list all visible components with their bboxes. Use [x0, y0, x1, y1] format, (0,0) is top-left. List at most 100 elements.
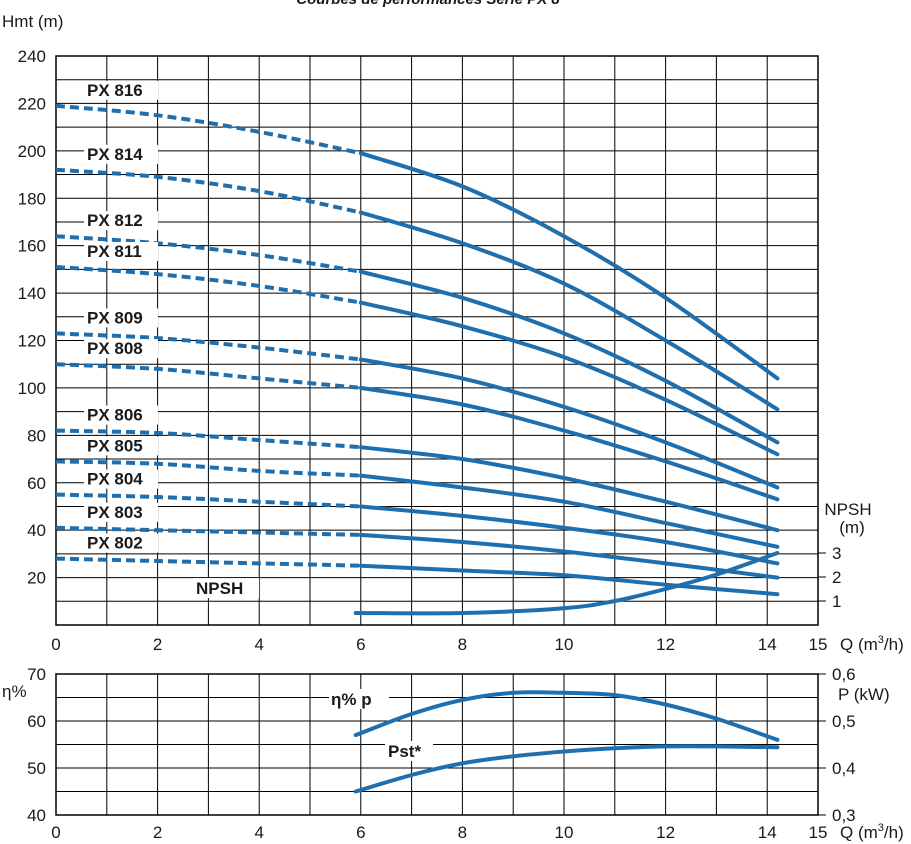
x-tick-label: 14 [758, 635, 777, 654]
curve-label: PX 814 [87, 145, 143, 164]
y-tick-label: 100 [18, 379, 46, 398]
npsh-axis-title: NPSH (m) [824, 500, 871, 537]
npsh-curve [353, 551, 780, 616]
curve-solid-segment [358, 445, 780, 533]
y-tick-label: 180 [18, 189, 46, 208]
curve-labels: PX 816 PX 814 PX 812 PX 811 PX 809 PX 808 PX 8… [84, 80, 259, 599]
y-axis-title: η% [2, 682, 27, 701]
curve-dashed-segment [55, 167, 362, 215]
npsh-tick-label: 2 [832, 568, 841, 587]
curve-label: PX 804 [87, 470, 143, 489]
curve-dashed-segment [55, 556, 361, 568]
curve-label-background [84, 533, 158, 553]
curve-label-background [84, 308, 158, 328]
curve-solid-segment [358, 269, 780, 445]
curve-solid-segment [358, 532, 780, 580]
curve-dashed-segment [55, 428, 361, 450]
curve-solid-segment [358, 357, 780, 490]
curve-dashed-segment [55, 265, 362, 305]
curve-solid-segment [358, 504, 780, 566]
curve-dashed-segment [55, 459, 361, 478]
curve-label: PX 802 [87, 534, 143, 553]
curve-dashed-segment [55, 103, 362, 156]
y-tick-label: 60 [27, 474, 46, 493]
curve-label-background [84, 211, 158, 231]
x-tick-label: 14 [758, 823, 777, 842]
x-axis-title: Q (m3/h) [840, 822, 904, 842]
curve-label: PX 816 [87, 81, 143, 100]
curve-dashed-segment [55, 525, 361, 537]
power-label-background [385, 741, 433, 761]
curve-solid-segment [358, 473, 780, 549]
curve-label-background [84, 405, 158, 425]
curve-solid-segment [358, 151, 780, 381]
y-tick-label: 50 [27, 759, 46, 778]
y-tick-label: 70 [27, 665, 46, 684]
x-tick-label: 4 [254, 635, 263, 654]
y-tick-label: 240 [18, 47, 46, 66]
y-tick-label: 200 [18, 142, 46, 161]
npsh-label: NPSH [196, 579, 243, 598]
curve-label-background [84, 339, 158, 359]
x-tick-label: 10 [555, 823, 574, 842]
power-axis-title: P (kW) [838, 685, 890, 704]
npsh-label-background [193, 578, 259, 599]
x-tick-label: 4 [254, 823, 263, 842]
efficiency-power-chart: 0 2 4 6 8 10 12 14 15 40 50 60 70η% 0,3 0,4 0,5 0,6P (kW… [2, 665, 904, 842]
npsh-tick-label: 1 [832, 592, 841, 611]
curve-label: PX 806 [87, 406, 143, 425]
curve-label-background [84, 436, 158, 456]
curve-dashed-segment [55, 331, 362, 362]
x-tick-label: 0 [51, 635, 60, 654]
x-tick-label: 6 [356, 823, 365, 842]
performance-curves [353, 690, 780, 794]
grid [55, 673, 819, 816]
y-tick-label: 40 [27, 521, 46, 540]
y-tick-label: 120 [18, 332, 46, 351]
curve-dashed-segment [55, 234, 362, 274]
curve-label-background [84, 80, 158, 100]
x-tick-label: 2 [153, 635, 162, 654]
curve-solid-segment [358, 385, 780, 502]
curve-label: PX 808 [87, 339, 143, 358]
x-tick-label: 6 [356, 635, 365, 654]
curve-label-background [84, 469, 158, 489]
curve-solid-segment [358, 210, 780, 412]
y-tick-label: 80 [27, 426, 46, 445]
y-tick-label: 40 [27, 806, 46, 825]
x-tick-label: 2 [153, 823, 162, 842]
plot-frame [55, 673, 819, 816]
efficiency-label-background [329, 689, 389, 709]
power-label: Pst* [388, 742, 421, 761]
power-tick-label: 0,3 [832, 806, 856, 825]
curve-dashed-segment [55, 362, 361, 390]
x-tick-label: 8 [458, 823, 467, 842]
x-tick-label: 10 [555, 635, 574, 654]
power-tick-label: 0,5 [832, 712, 856, 731]
y-tick-label: 220 [18, 94, 46, 113]
curve-label-background [84, 502, 158, 522]
power-tick-label: 0,4 [832, 759, 856, 778]
plot-frame [55, 55, 819, 626]
efficiency-curve [353, 690, 780, 742]
npsh-tick-label: 3 [832, 544, 841, 563]
x-tick-label: 0 [51, 823, 60, 842]
x-tick-label: 8 [458, 635, 467, 654]
curve-label: PX 809 [87, 308, 143, 327]
chart-title: Courbes de performances Série PX 8 [296, 0, 560, 8]
curve-label: PX 803 [87, 503, 143, 522]
curve-solid-segment [358, 563, 780, 597]
power-curve [353, 744, 780, 794]
curve-solid-segment [358, 300, 780, 457]
curve-label-background [84, 144, 158, 164]
y-tick-label: 160 [18, 237, 46, 256]
curve-dashed-segment [55, 492, 361, 509]
x-axis-title: Q (m3/h) [840, 634, 904, 654]
curve-label-background [84, 242, 158, 262]
curve-label: PX 805 [87, 436, 143, 455]
pump-curves [55, 103, 780, 616]
efficiency-label: η% p [331, 690, 372, 709]
x-tick-label: 12 [656, 635, 675, 654]
y-axis-title: Hmt (m) [2, 12, 63, 31]
